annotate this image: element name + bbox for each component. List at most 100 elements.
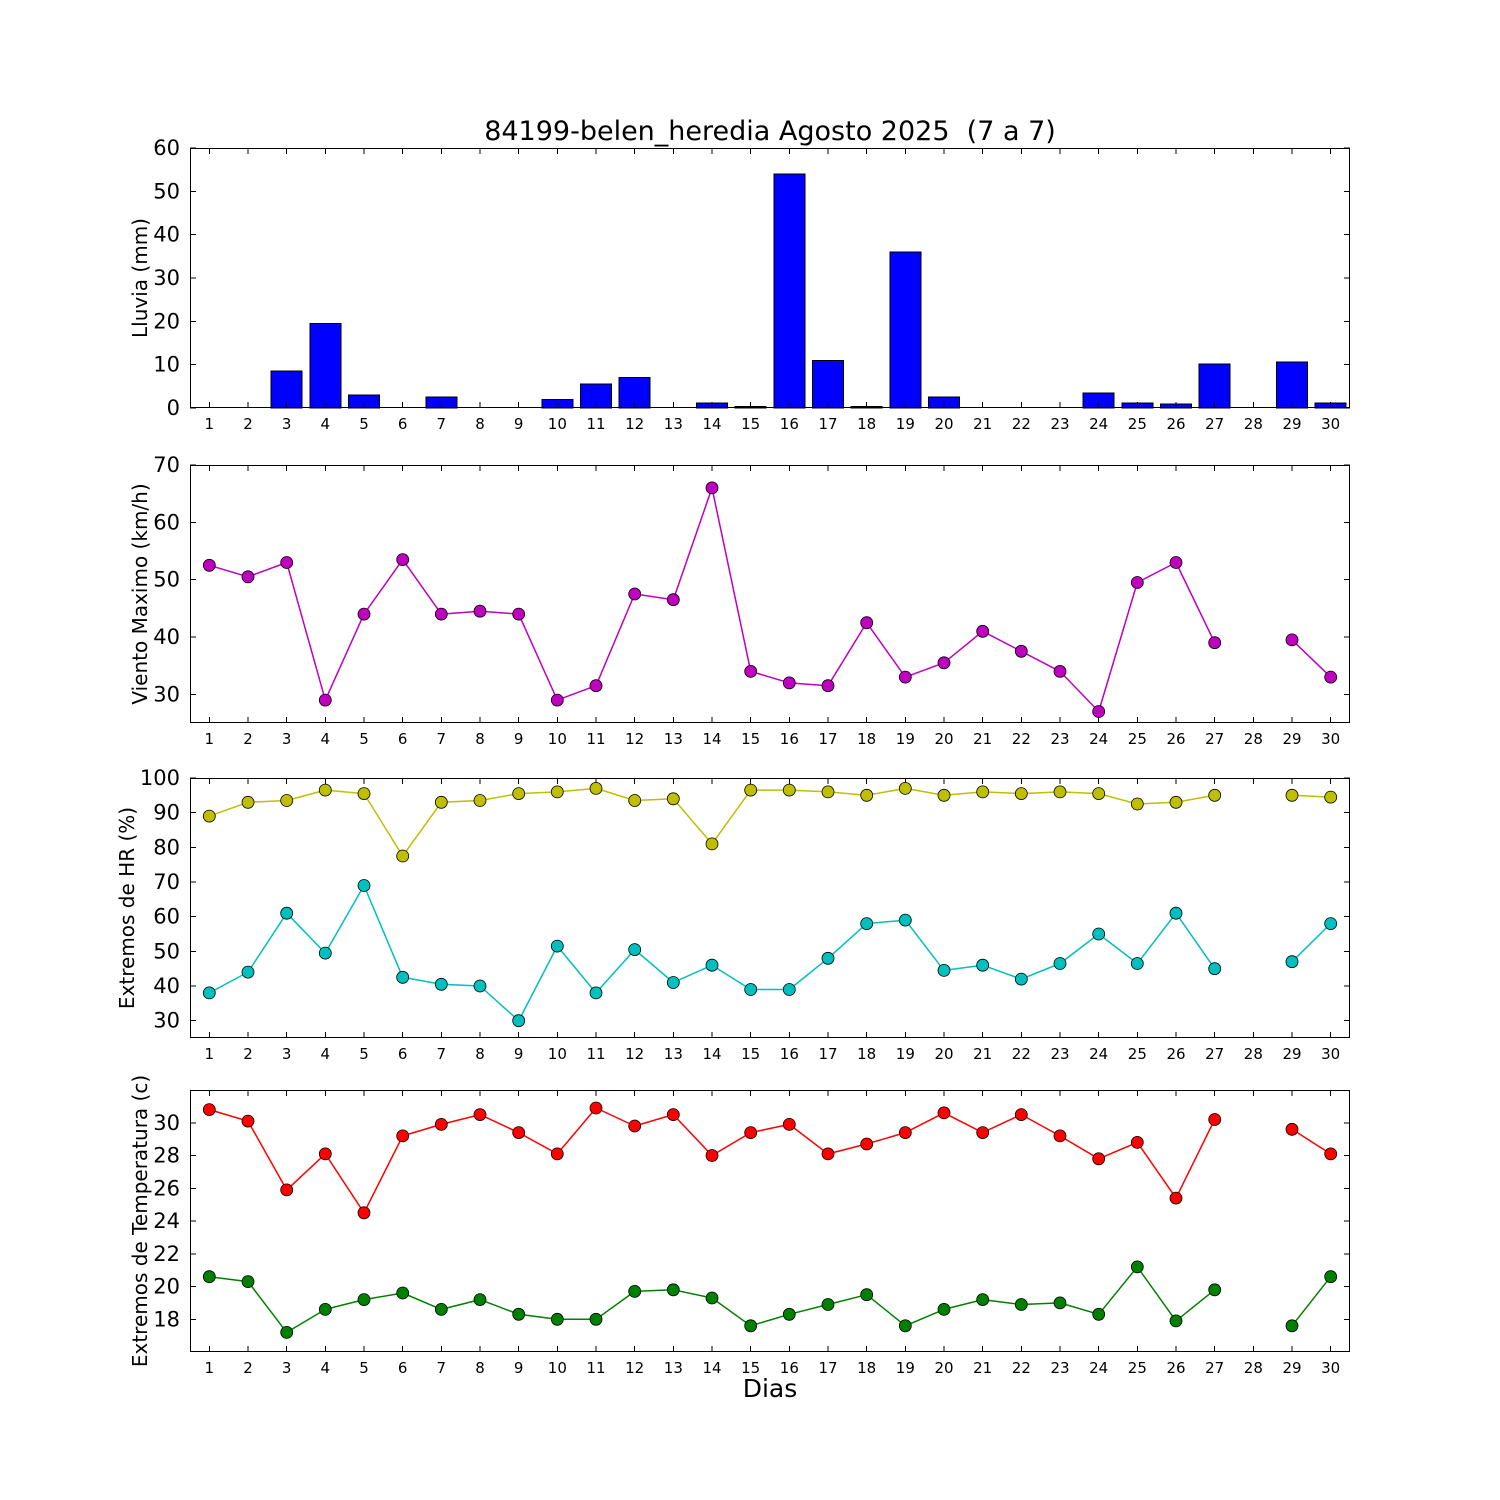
svg-text:3: 3 xyxy=(282,1359,292,1377)
svg-text:8: 8 xyxy=(475,730,485,748)
svg-text:9: 9 xyxy=(514,1045,524,1063)
svg-text:20: 20 xyxy=(934,730,953,748)
svg-text:4: 4 xyxy=(321,415,331,433)
svg-text:25: 25 xyxy=(1128,1359,1147,1377)
svg-text:15: 15 xyxy=(741,415,760,433)
svg-text:2: 2 xyxy=(243,1045,253,1063)
svg-text:14: 14 xyxy=(702,1359,721,1377)
svg-text:60: 60 xyxy=(153,905,180,929)
svg-text:12: 12 xyxy=(625,1045,644,1063)
svg-text:4: 4 xyxy=(321,730,331,748)
svg-text:17: 17 xyxy=(818,730,837,748)
svg-text:28: 28 xyxy=(1244,730,1263,748)
svg-text:27: 27 xyxy=(1205,1045,1224,1063)
svg-text:40: 40 xyxy=(153,223,180,247)
svg-text:1: 1 xyxy=(205,730,215,748)
svg-text:13: 13 xyxy=(664,1045,683,1063)
svg-text:22: 22 xyxy=(1012,730,1031,748)
svg-text:16: 16 xyxy=(780,415,799,433)
svg-text:26: 26 xyxy=(1166,1045,1185,1063)
svg-text:21: 21 xyxy=(973,1359,992,1377)
svg-text:4: 4 xyxy=(321,1045,331,1063)
svg-text:40: 40 xyxy=(153,625,180,649)
svg-text:7: 7 xyxy=(437,1045,447,1063)
svg-text:15: 15 xyxy=(741,1045,760,1063)
svg-text:10: 10 xyxy=(548,415,567,433)
svg-text:10: 10 xyxy=(548,730,567,748)
svg-text:19: 19 xyxy=(896,1359,915,1377)
svg-text:28: 28 xyxy=(153,1144,180,1168)
svg-text:16: 16 xyxy=(780,1359,799,1377)
svg-text:13: 13 xyxy=(664,730,683,748)
svg-text:30: 30 xyxy=(1321,730,1340,748)
svg-text:9: 9 xyxy=(514,730,524,748)
svg-text:30: 30 xyxy=(153,1111,180,1135)
svg-text:22: 22 xyxy=(1012,415,1031,433)
svg-text:29: 29 xyxy=(1282,1359,1301,1377)
svg-text:23: 23 xyxy=(1050,730,1069,748)
svg-text:30: 30 xyxy=(153,1009,180,1033)
svg-text:24: 24 xyxy=(153,1209,180,1233)
svg-text:70: 70 xyxy=(153,870,180,894)
svg-text:17: 17 xyxy=(818,1045,837,1063)
svg-text:26: 26 xyxy=(153,1176,180,1200)
svg-text:100: 100 xyxy=(140,766,180,790)
svg-text:28: 28 xyxy=(1244,1359,1263,1377)
svg-text:12: 12 xyxy=(625,730,644,748)
svg-text:29: 29 xyxy=(1282,1045,1301,1063)
svg-text:18: 18 xyxy=(857,415,876,433)
svg-text:13: 13 xyxy=(664,415,683,433)
svg-text:14: 14 xyxy=(702,415,721,433)
svg-text:5: 5 xyxy=(359,1045,369,1063)
svg-text:18: 18 xyxy=(153,1307,180,1331)
svg-text:23: 23 xyxy=(1050,415,1069,433)
svg-text:25: 25 xyxy=(1128,415,1147,433)
svg-text:17: 17 xyxy=(818,1359,837,1377)
subplot-lluvia: Lluvia (mm) 0 10 20 30 40 50 60 1 2 3 4 5 6 7 8 9 10 11 12… xyxy=(0,136,1500,433)
svg-text:1: 1 xyxy=(205,1045,215,1063)
svg-text:22: 22 xyxy=(153,1242,180,1266)
svg-text:19: 19 xyxy=(896,1045,915,1063)
svg-text:5: 5 xyxy=(359,1359,369,1377)
svg-text:8: 8 xyxy=(475,1045,485,1063)
svg-text:50: 50 xyxy=(153,179,180,203)
svg-text:10: 10 xyxy=(548,1359,567,1377)
svg-text:16: 16 xyxy=(780,730,799,748)
svg-text:28: 28 xyxy=(1244,415,1263,433)
svg-text:14: 14 xyxy=(702,1045,721,1063)
svg-text:50: 50 xyxy=(153,568,180,592)
svg-text:3: 3 xyxy=(282,1045,292,1063)
svg-text:40: 40 xyxy=(153,974,180,998)
subplot-hr: Extremos de HR (%) 30 40 50 60 70 80 90 100 1 2 3 4… xyxy=(0,766,1500,1063)
subplot-viento: Viento Maximo (km/h) 30 40 50 60 70 1 2 3 4 5 6 7 8 9… xyxy=(0,453,1500,748)
svg-text:8: 8 xyxy=(475,415,485,433)
svg-text:7: 7 xyxy=(437,415,447,433)
svg-text:23: 23 xyxy=(1050,1359,1069,1377)
svg-text:19: 19 xyxy=(896,730,915,748)
svg-text:25: 25 xyxy=(1128,730,1147,748)
svg-text:10: 10 xyxy=(548,1045,567,1063)
svg-text:2: 2 xyxy=(243,1359,253,1377)
svg-text:10: 10 xyxy=(153,353,180,377)
svg-text:20: 20 xyxy=(934,415,953,433)
svg-text:12: 12 xyxy=(625,1359,644,1377)
svg-text:15: 15 xyxy=(741,1359,760,1377)
svg-text:20: 20 xyxy=(934,1359,953,1377)
svg-text:7: 7 xyxy=(437,730,447,748)
svg-text:27: 27 xyxy=(1205,730,1224,748)
svg-text:27: 27 xyxy=(1205,1359,1224,1377)
svg-text:26: 26 xyxy=(1166,1359,1185,1377)
svg-text:2: 2 xyxy=(243,730,253,748)
svg-text:26: 26 xyxy=(1166,730,1185,748)
svg-text:0: 0 xyxy=(167,396,180,420)
svg-text:6: 6 xyxy=(398,1045,408,1063)
svg-text:30: 30 xyxy=(153,682,180,706)
svg-text:18: 18 xyxy=(857,730,876,748)
xlabel-dias: Dias xyxy=(742,1374,798,1403)
svg-text:3: 3 xyxy=(282,730,292,748)
